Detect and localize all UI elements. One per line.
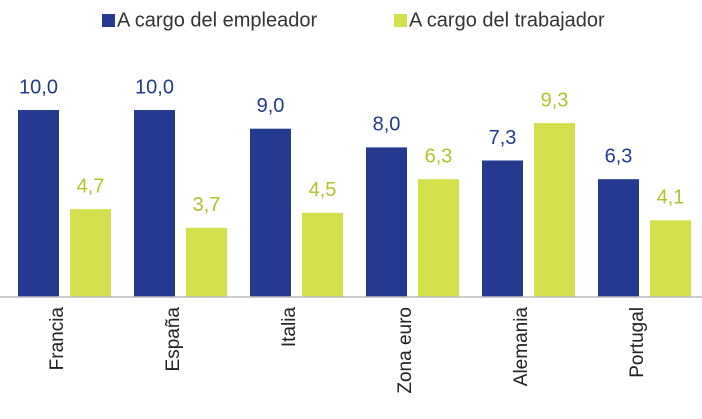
legend-label: A cargo del empleador [117, 9, 317, 31]
x-tick-label: Italia [279, 307, 300, 348]
value-label: 8,0 [373, 114, 401, 136]
bar [134, 110, 175, 297]
value-label: 4,1 [657, 187, 685, 209]
value-label: 10,0 [135, 76, 174, 98]
value-label: 6,3 [605, 145, 633, 167]
bar [250, 128, 291, 297]
value-label: 3,7 [193, 194, 221, 216]
legend-swatch [394, 14, 407, 27]
bar [534, 123, 575, 297]
bar [366, 147, 407, 297]
bar [302, 212, 343, 297]
value-label: 7,3 [489, 127, 517, 149]
bar [18, 110, 59, 297]
bar [482, 160, 523, 297]
x-tick-label: Francia [47, 307, 68, 371]
bar [70, 209, 111, 297]
value-label: 4,5 [309, 179, 337, 201]
bar [418, 179, 459, 297]
legend-swatch [102, 14, 115, 27]
value-label: 10,0 [19, 76, 58, 98]
value-label: 9,3 [541, 89, 569, 111]
x-tick-label: España [163, 307, 184, 372]
x-tick-label: Alemania [511, 307, 532, 387]
x-tick-label: Portugal [627, 307, 648, 378]
bar [650, 220, 691, 297]
value-label: 6,3 [425, 145, 453, 167]
legend-label: A cargo del trabajador [409, 9, 605, 31]
value-label: 4,7 [77, 175, 105, 197]
bar [186, 227, 227, 297]
bar [598, 179, 639, 297]
x-tick-label: Zona euro [395, 307, 416, 394]
value-label: 9,0 [257, 95, 285, 117]
